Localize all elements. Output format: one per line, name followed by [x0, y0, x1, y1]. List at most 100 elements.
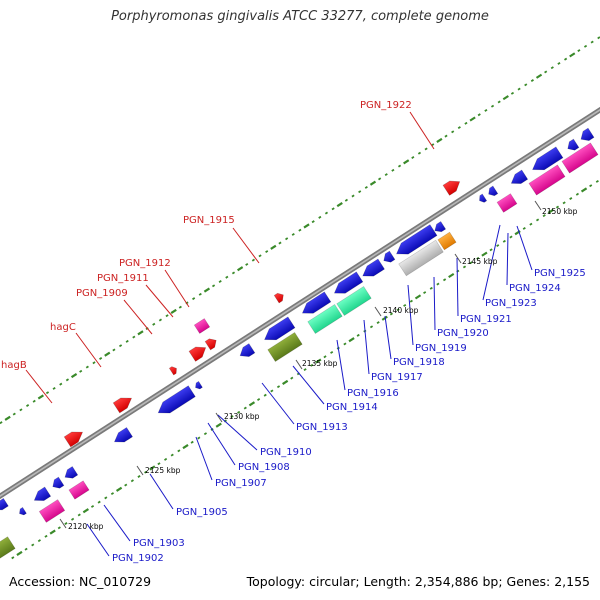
- gene-PGN_1917-shape: [336, 286, 372, 316]
- forward-tick: [285, 237, 289, 241]
- forward-tick: [378, 177, 382, 181]
- gene-PGN_1920-shape: [396, 224, 438, 255]
- gene-label-PGN_1920[interactable]: PGN_1920: [437, 328, 489, 339]
- forward-tick: [397, 164, 402, 168]
- gene-PGN_1925-a-shape: [528, 164, 566, 196]
- gene-PGN_1918: [333, 271, 364, 294]
- scale-label-2135: 2135 kbp: [302, 359, 338, 368]
- gene-label-PGN_1919[interactable]: PGN_1919: [415, 343, 467, 354]
- forward-tick: [79, 369, 83, 373]
- gene-label-PGN_1917[interactable]: PGN_1917: [371, 372, 423, 383]
- gene-PGN_1913-b-shape: [267, 332, 303, 362]
- gene-PGN_1903: [68, 480, 90, 500]
- forward-tick: [564, 57, 568, 61]
- gene-PGN_1907: [157, 385, 196, 414]
- forward-tick: [583, 44, 588, 48]
- gene-label-PGN_1907[interactable]: PGN_1907: [215, 478, 267, 489]
- gene-label-PGN_1925[interactable]: PGN_1925: [534, 268, 586, 279]
- gene-PGN_1924-b: [532, 146, 564, 171]
- gene-label-PGN_1902[interactable]: PGN_1902: [112, 553, 164, 564]
- gene-label-PGN_1914[interactable]: PGN_1914: [326, 402, 378, 413]
- forward-tick: [464, 121, 468, 125]
- scale-label-2140: 2140 kbp: [383, 306, 419, 315]
- reverse-tick: [481, 251, 488, 257]
- scale-label-2150: 2150 kbp: [542, 207, 578, 216]
- gene-label-PGN_1924[interactable]: PGN_1924: [509, 283, 561, 294]
- forward-tick: [351, 194, 355, 198]
- reverse-tick: [144, 470, 148, 474]
- gene-PGN_1925-a: [528, 164, 566, 196]
- reverse-tick: [82, 508, 89, 514]
- reverse-tick: [575, 192, 579, 196]
- forward-tick: [535, 73, 543, 79]
- topology-text: Topology: circular; Length: 2,354,886 bp…: [246, 574, 590, 589]
- gene-label-hagB[interactable]: hagB: [1, 360, 27, 371]
- reverse-tick: [57, 526, 61, 530]
- gene-label-PGN_1905[interactable]: PGN_1905: [176, 507, 228, 518]
- reverse-tick: [197, 436, 201, 440]
- gene-label-PGN_1911[interactable]: PGN_1911: [97, 273, 149, 284]
- scale-label-2120: 2120 kbp: [68, 522, 104, 531]
- gene-PGN_1924-b-shape: [532, 146, 564, 171]
- forward-tick: [225, 275, 229, 279]
- gene-label-PGN_1915[interactable]: PGN_1915: [183, 215, 235, 226]
- gene-label-PGN_1909[interactable]: PGN_1909: [76, 288, 128, 299]
- gene-PGN_1925-b-shape: [561, 142, 599, 174]
- gene-label-PGN_1903[interactable]: PGN_1903: [133, 538, 185, 549]
- gene-edge-a-shape: [0, 498, 9, 511]
- gene-PGN_1923-a: [479, 193, 488, 203]
- forward-tick: [484, 108, 488, 112]
- reverse-tick: [522, 226, 526, 230]
- reverse-tick: [462, 265, 467, 269]
- forward-tick: [590, 40, 594, 44]
- gene-PGN_1910-shape: [239, 343, 256, 357]
- gene-PGN_1901: [33, 486, 52, 501]
- forward-tick: [4, 415, 11, 421]
- forward-tick: [331, 207, 335, 211]
- gene-PGN_1921-c-shape: [434, 221, 447, 233]
- scale-tick: [295, 359, 303, 370]
- reverse-tick: [323, 355, 327, 359]
- gene-PGN_1910: [239, 343, 256, 357]
- forward-tick: [451, 130, 455, 134]
- gene-PGN_1914-shape: [301, 291, 332, 314]
- forward-tick: [298, 228, 302, 232]
- gene-PGN_1921: [398, 239, 444, 277]
- gene-edge-a: [0, 498, 9, 511]
- gene-label-hagC[interactable]: hagC: [50, 322, 76, 333]
- gene-PGN_1913-shape: [264, 316, 296, 341]
- gene-PGN_1911-a: [188, 346, 207, 362]
- reverse-tick: [243, 406, 247, 410]
- reverse-tick: [303, 368, 307, 372]
- reverse-tick: [489, 248, 493, 252]
- reverse-strand-ticks: [11, 179, 599, 560]
- reverse-tick: [110, 492, 115, 496]
- gene-label-PGN_1910[interactable]: PGN_1910: [260, 447, 312, 458]
- reverse-tick: [203, 432, 208, 436]
- forward-tick: [99, 357, 103, 360]
- gene-PGN_1921-c: [434, 221, 447, 233]
- scale-label-2145: 2145 kbp: [462, 257, 498, 266]
- gene-label-PGN_1921[interactable]: PGN_1921: [460, 314, 512, 325]
- scale-ticks: [59, 200, 542, 529]
- reverse-tick: [423, 291, 427, 295]
- forward-tick: [544, 70, 548, 74]
- gene-PGN_1923-shape: [496, 193, 518, 213]
- gene-label-PGN_1913[interactable]: PGN_1913: [296, 422, 348, 433]
- reverse-tick: [263, 393, 267, 397]
- gene-PGN_1911-b: [204, 338, 217, 351]
- reverse-tick: [77, 513, 81, 517]
- scale-tick: [454, 253, 462, 264]
- gene-label-PGN_1922[interactable]: PGN_1922: [360, 100, 412, 111]
- callout-PGN_1922: [409, 111, 435, 150]
- gene-label-PGN_1918[interactable]: PGN_1918: [393, 357, 445, 368]
- gene-label-PGN_1916[interactable]: PGN_1916: [347, 388, 399, 399]
- gene-label-PGN_1908[interactable]: PGN_1908: [238, 462, 290, 473]
- reverse-tick: [448, 272, 455, 279]
- gene-label-PGN_1912[interactable]: PGN_1912: [119, 258, 171, 269]
- gene-label-PGN_1923[interactable]: PGN_1923: [485, 298, 537, 309]
- callout-PGN_1916: [336, 339, 346, 391]
- scale-tick: [374, 306, 382, 317]
- gene-PGN_1921-b-shape: [437, 231, 457, 251]
- forward-tick: [0, 421, 3, 425]
